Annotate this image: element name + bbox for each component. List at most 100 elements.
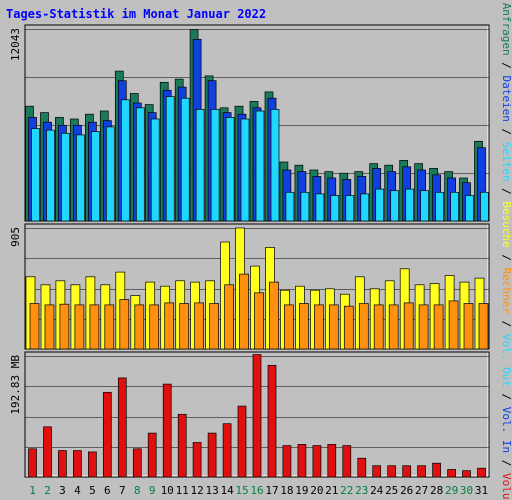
- bar-rechner-day-4: [74, 304, 85, 350]
- x-tick-label-day-8: 8: [134, 484, 141, 497]
- bar-volumen-day-22: [342, 445, 352, 478]
- bar-volumen-day-3: [58, 450, 67, 478]
- bar-volumen-day-31: [477, 467, 486, 478]
- bar-volumen-day-14: [222, 423, 232, 478]
- legend-part-1: /: [500, 56, 512, 76]
- bar-volumen-day-20: [312, 445, 322, 478]
- panel-top: 12043: [9, 24, 490, 222]
- bar-rechner-day-27: [418, 304, 429, 350]
- chart-title: Tages-Statistik im Monat Januar 2022: [6, 7, 266, 21]
- bar-volumen-day-4: [73, 450, 82, 478]
- bar-seiten-day-20: [315, 193, 325, 222]
- bar-rechner-day-19: [299, 303, 309, 350]
- bar-seiten-day-10: [165, 96, 175, 222]
- x-tick-label-day-16: 16: [250, 484, 263, 497]
- legend-part-12: Vol. In: [500, 407, 512, 453]
- bar-volumen-day-2: [43, 426, 52, 478]
- x-axis-labels: 1 2 3 4 5 6 7 8 9 10 11 12 13 14 15 16 17 18 19 20 21 22 23 24 2…: [29, 484, 488, 497]
- x-tick-label-day-22: 22: [340, 484, 353, 497]
- bar-volumen-day-11: [177, 413, 187, 478]
- x-tick-label-day-28: 28: [430, 484, 443, 497]
- bar-seiten-day-19: [300, 191, 310, 222]
- bar-seiten-day-11: [180, 97, 190, 222]
- bar-seiten-day-12: [195, 109, 205, 222]
- bar-volumen-day-21: [327, 444, 337, 478]
- bar-seiten-day-27: [420, 190, 429, 222]
- legend-part-9: /: [500, 314, 512, 334]
- bar-seiten-day-1: [31, 128, 40, 222]
- x-tick-label-day-31: 31: [475, 484, 488, 497]
- bar-volumen-day-10: [162, 383, 172, 478]
- bar-seiten-day-25: [390, 190, 400, 222]
- bar-volumen-day-18: [282, 445, 292, 478]
- panel-max-label: 12043: [9, 28, 22, 61]
- bar-seiten-day-28: [435, 191, 444, 222]
- bar-seiten-day-29: [450, 191, 459, 222]
- bar-seiten-day-31: [480, 191, 489, 222]
- right-legend: Anfragen / Dateien / Seiten / Besuche / …: [500, 3, 512, 500]
- bar-rechner-day-10: [164, 302, 175, 350]
- bar-volumen-day-6: [102, 391, 112, 478]
- bar-volumen-day-5: [88, 451, 97, 478]
- x-tick-label-day-5: 5: [89, 484, 96, 497]
- panel-max-label: 192.83 MB: [9, 355, 22, 415]
- bar-volumen-day-23: [357, 457, 367, 478]
- legend-part-7: /: [500, 248, 512, 268]
- bar-seiten-day-23: [360, 193, 370, 222]
- bar-rechner-day-23: [358, 303, 369, 350]
- bar-rechner-day-9: [149, 304, 160, 350]
- bar-volumen-day-29: [447, 469, 456, 478]
- bar-rechner-day-31: [478, 303, 489, 350]
- bar-volumen-day-12: [192, 442, 202, 478]
- bar-rechner-day-26: [403, 302, 414, 350]
- bar-seiten-day-4: [76, 134, 85, 222]
- bar-rechner-day-13: [209, 303, 219, 350]
- x-tick-label-day-26: 26: [400, 484, 413, 497]
- bar-seiten-day-18: [285, 191, 295, 222]
- legend-part-5: /: [500, 182, 512, 202]
- x-tick-label-day-3: 3: [59, 484, 66, 497]
- x-tick-label-day-4: 4: [74, 484, 81, 497]
- x-tick-label-day-19: 19: [295, 484, 308, 497]
- bar-rechner-day-24: [373, 304, 384, 350]
- x-tick-label-day-24: 24: [370, 484, 384, 497]
- x-tick-label-day-18: 18: [280, 484, 293, 497]
- bar-rechner-day-12: [194, 302, 204, 350]
- x-tick-label-day-11: 11: [176, 484, 189, 497]
- legend-part-10: Vol. Out: [500, 334, 512, 387]
- bar-rechner-day-14: [224, 284, 234, 350]
- bar-seiten-day-5: [91, 131, 100, 222]
- bar-seiten-day-6: [105, 126, 115, 222]
- bar-seiten-day-9: [150, 118, 160, 222]
- bar-seiten-day-14: [225, 117, 235, 222]
- bar-rechner-day-5: [89, 304, 100, 350]
- bar-rechner-day-22: [343, 305, 354, 350]
- bar-volumen-day-17: [267, 364, 277, 478]
- bar-seiten-day-2: [46, 129, 55, 222]
- bar-seiten-day-3: [61, 132, 70, 222]
- x-tick-label-day-25: 25: [385, 484, 398, 497]
- bar-seiten-day-15: [240, 118, 250, 222]
- bar-volumen-day-24: [372, 465, 382, 478]
- x-tick-label-day-29: 29: [445, 484, 458, 497]
- x-tick-label-day-15: 15: [235, 484, 248, 497]
- x-tick-label-day-12: 12: [190, 484, 203, 497]
- bar-rechner-day-3: [59, 303, 70, 350]
- bar-seiten-day-21: [330, 195, 340, 222]
- bar-rechner-day-7: [119, 299, 130, 350]
- bar-rechner-day-2: [44, 304, 55, 350]
- chart-panels: 12043 905 192.83 MB: [9, 24, 490, 478]
- x-tick-label-day-23: 23: [355, 484, 368, 497]
- legend-part-4: Seiten: [500, 142, 512, 182]
- legend-part-6: Besuche: [500, 201, 512, 247]
- legend-part-14: Volumen: [500, 473, 512, 500]
- legend-part-8: Rechner: [500, 268, 512, 315]
- bar-rechner-day-1: [29, 303, 40, 350]
- bar-volumen-day-30: [462, 470, 471, 478]
- legend-part-13: /: [500, 453, 512, 473]
- bar-volumen-day-26: [402, 465, 412, 478]
- x-tick-label-day-20: 20: [310, 484, 323, 497]
- bar-volumen-day-9: [147, 432, 157, 478]
- bar-volumen-day-1: [28, 448, 37, 478]
